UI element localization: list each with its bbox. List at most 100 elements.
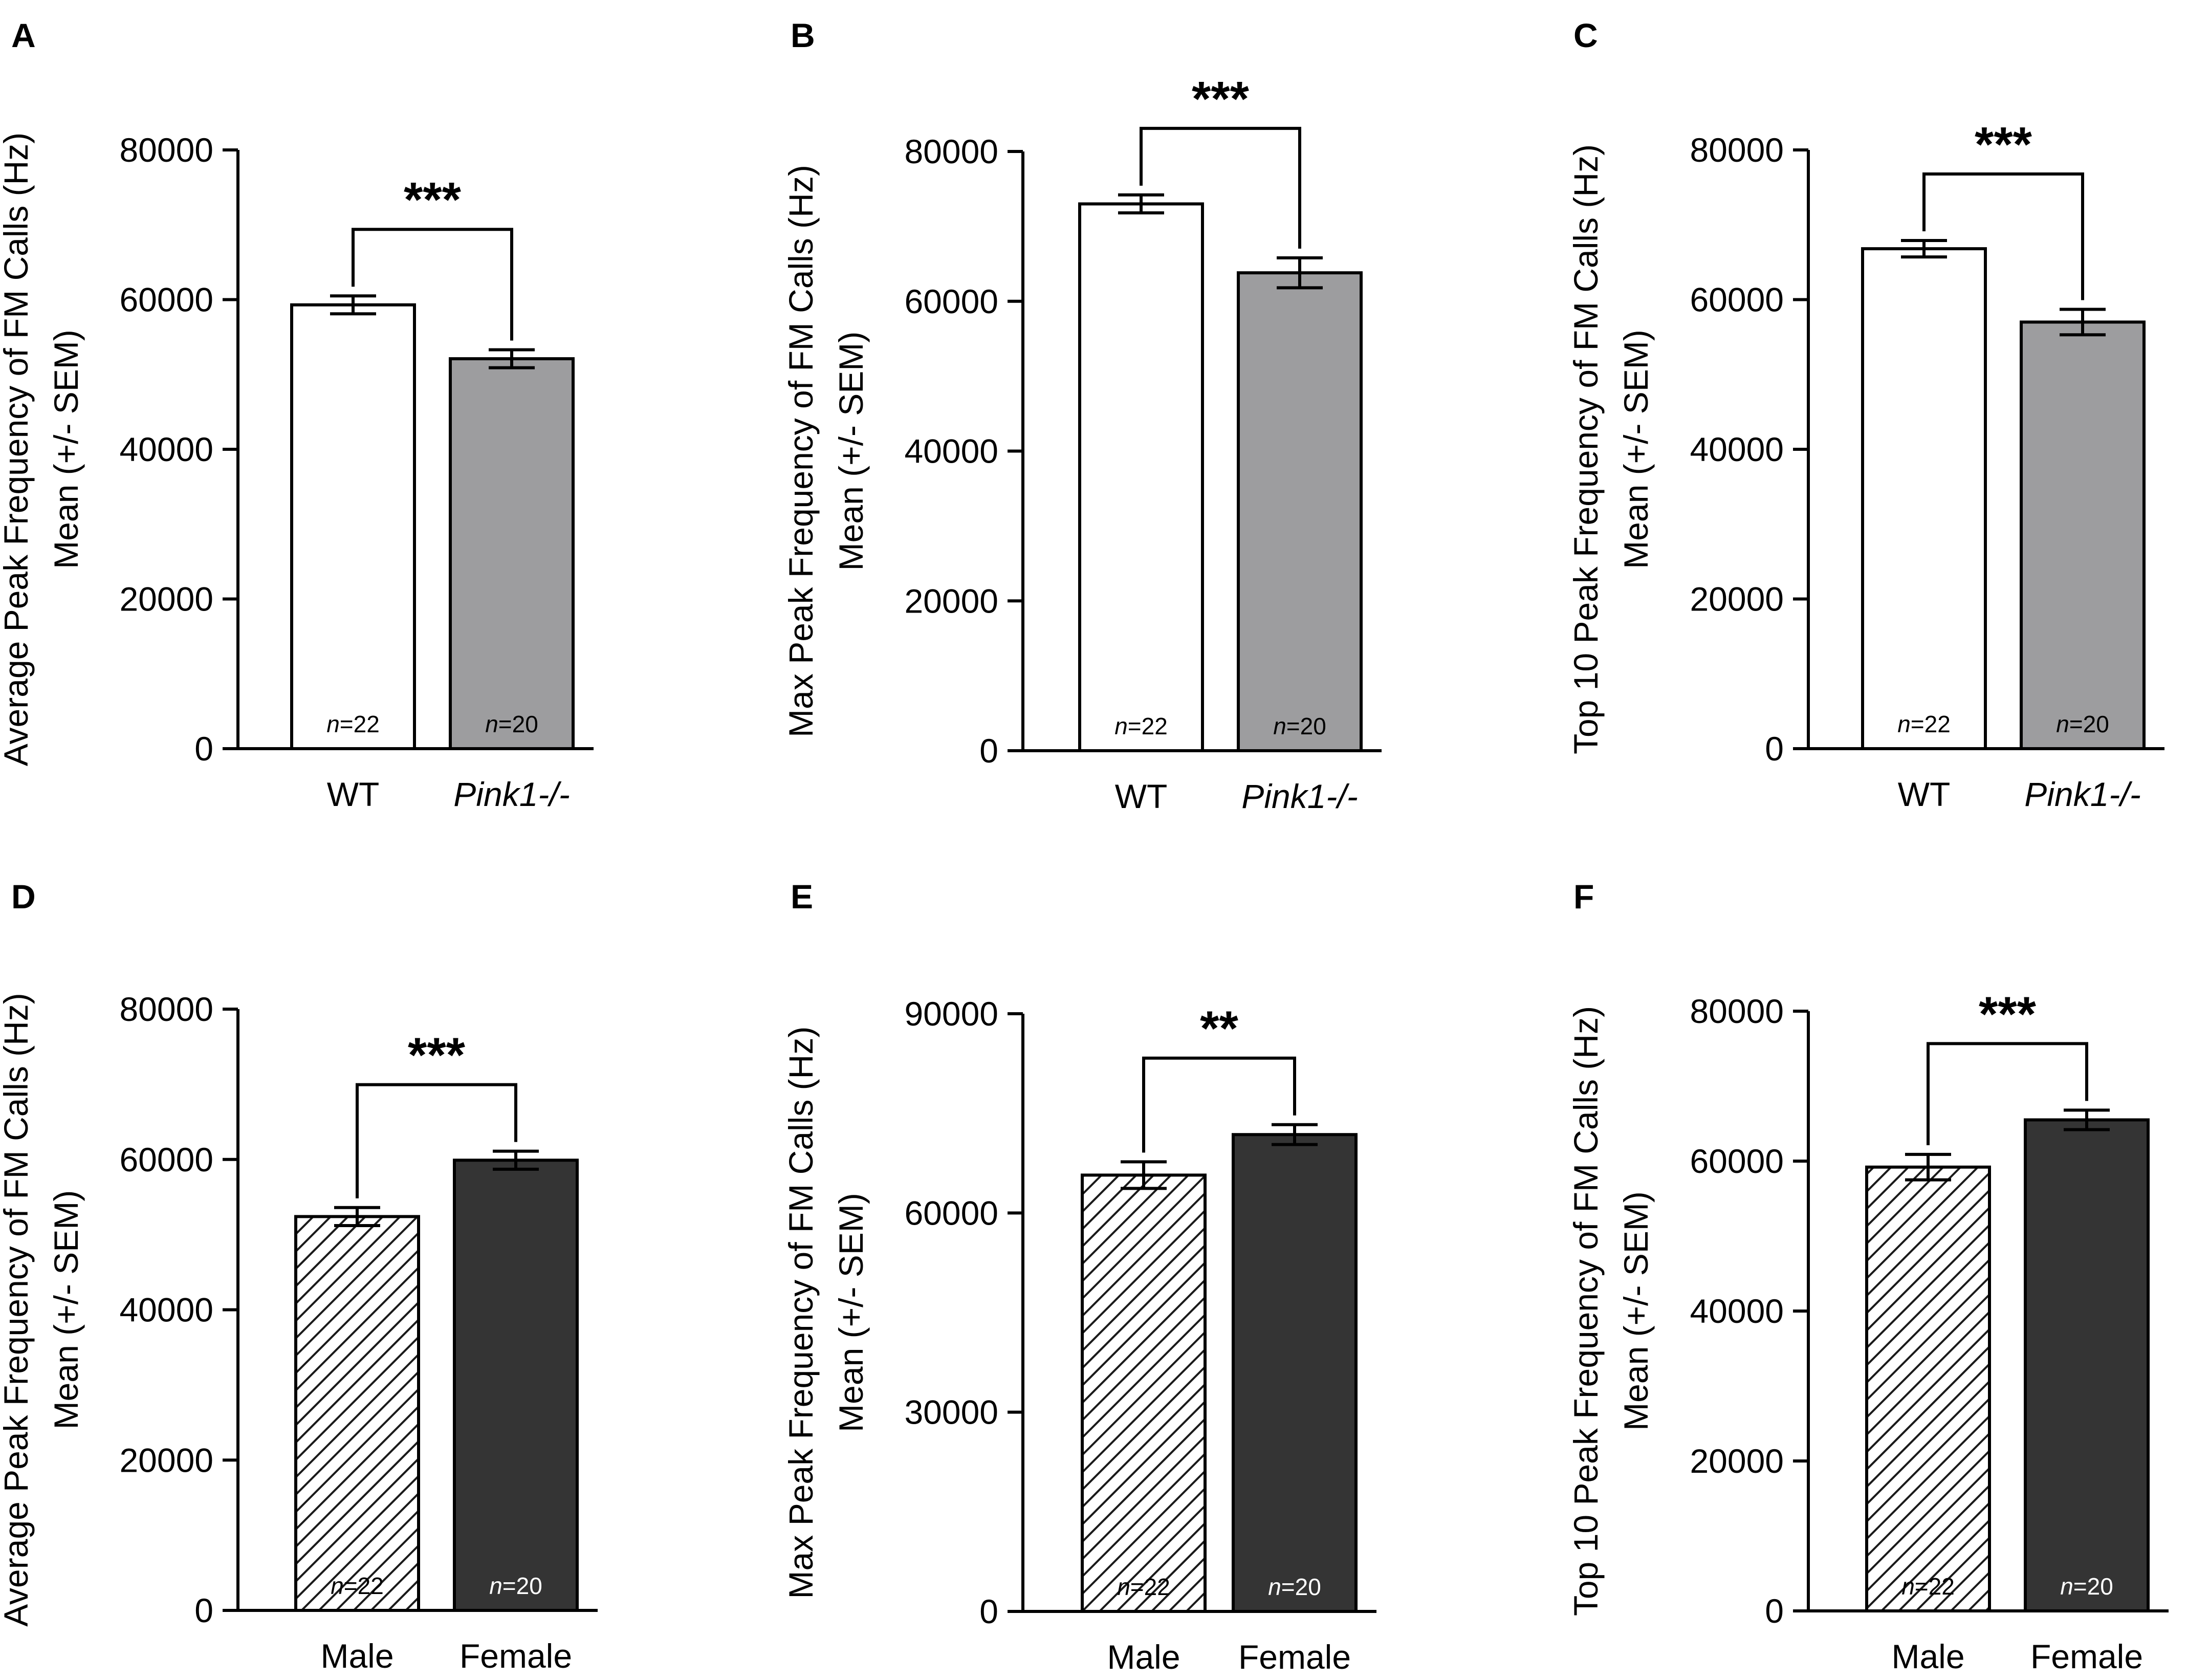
bar-wt <box>290 303 416 750</box>
bar-male <box>294 1215 420 1612</box>
x-category-label: Pink1-/- <box>453 775 570 813</box>
n-symbol: n <box>489 1573 502 1599</box>
y-tick-label: 20000 <box>1690 1442 1784 1480</box>
significance-bracket <box>1922 172 2084 300</box>
y-tick-label: 40000 <box>1690 1292 1784 1330</box>
y-tick-label: 40000 <box>1690 430 1784 468</box>
significance-bracket <box>1140 126 1301 249</box>
n-value: =20 <box>1286 713 1326 739</box>
y-tick-label: 60000 <box>904 1194 998 1232</box>
n-value: =22 <box>340 711 380 737</box>
chart-panel-d: D Average Peak Frequency of FM Calls (Hz)… <box>0 878 598 1675</box>
y-tick-label: 60000 <box>904 282 998 320</box>
x-category-label: WT <box>327 775 380 813</box>
y-tick-label: 60000 <box>1690 281 1784 319</box>
bar-female <box>453 1159 579 1612</box>
panel-letter: A <box>11 16 36 54</box>
panel-letter: B <box>791 16 815 54</box>
bar-pink1- <box>2020 320 2146 750</box>
panel-letter: E <box>791 878 813 915</box>
n-value: =20 <box>1281 1574 1321 1600</box>
n-value: =20 <box>498 711 538 737</box>
bar-male <box>1081 1173 1207 1613</box>
y-axis-title: Average Peak Frequency of FM Calls (Hz) <box>0 993 35 1627</box>
y-tick-label: 40000 <box>904 432 998 470</box>
y-axis-subtitle: Mean (+/- SEM) <box>832 1193 870 1432</box>
n-value: =22 <box>1911 711 1951 737</box>
y-tick-label: 20000 <box>119 580 213 618</box>
n-symbol: n <box>1273 713 1286 739</box>
x-category-label: WT <box>1115 777 1168 815</box>
significance-label: *** <box>1975 117 2032 172</box>
y-axis-subtitle: Mean (+/- SEM) <box>1617 330 1655 569</box>
chart-panel-b: B Max Peak Frequency of FM Calls (Hz) Mean… <box>782 16 1382 815</box>
y-axis-title: Average Peak Frequency of FM Calls (Hz) <box>0 133 35 767</box>
y-axis-title: Top 10 Peak Frequency of FM Calls (Hz) <box>1567 144 1605 754</box>
y-tick-label: 80000 <box>119 131 213 169</box>
significance-label: *** <box>1979 987 2037 1041</box>
bar-pink1- <box>449 357 575 750</box>
y-tick-label: 80000 <box>904 133 998 170</box>
n-symbol: n <box>485 711 498 737</box>
significance-label: *** <box>408 1028 466 1083</box>
y-tick-label: 0 <box>979 1592 998 1630</box>
y-axis-title: Max Peak Frequency of FM Calls (Hz) <box>782 165 820 737</box>
y-axis-subtitle: Mean (+/- SEM) <box>47 330 85 569</box>
n-label: n=22 <box>1114 713 1168 739</box>
n-value: =20 <box>2069 711 2109 737</box>
y-axis-title: Top 10 Peak Frequency of FM Calls (Hz) <box>1567 1006 1605 1616</box>
x-category-label: Male <box>1891 1638 1964 1675</box>
y-tick-label: 80000 <box>1690 992 1784 1030</box>
n-label: n=20 <box>485 711 538 737</box>
x-category-label: Female <box>2030 1638 2143 1675</box>
y-tick-label: 20000 <box>119 1441 213 1479</box>
panel-letter: C <box>1573 16 1598 54</box>
y-tick-label: 30000 <box>904 1393 998 1431</box>
n-symbol: n <box>326 711 340 737</box>
n-label: n=20 <box>1268 1574 1321 1600</box>
n-label: n=20 <box>1273 713 1326 739</box>
n-symbol: n <box>2056 711 2069 737</box>
y-tick-label: 0 <box>1765 730 1784 768</box>
y-tick-label: 80000 <box>119 990 213 1028</box>
y-axis-title: Max Peak Frequency of FM Calls (Hz) <box>782 1027 820 1599</box>
y-tick-label: 60000 <box>119 1141 213 1179</box>
x-category-label: Pink1-/- <box>1241 777 1358 815</box>
significance-label: *** <box>404 172 462 227</box>
n-label: n=20 <box>2056 711 2109 737</box>
bar-wt <box>1078 202 1204 752</box>
x-category-label: Pink1-/- <box>2024 775 2140 813</box>
n-label: n=22 <box>1897 711 1951 737</box>
bar-female <box>1232 1133 1358 1613</box>
n-symbol: n <box>331 1573 344 1599</box>
n-value: =22 <box>1128 713 1168 739</box>
n-label: n=22 <box>1901 1573 1955 1600</box>
panels-layer: A Average Peak Frequency of FM Calls (Hz)… <box>0 16 2169 1676</box>
chart-panel-e: E Max Peak Frequency of FM Calls (Hz) Mean… <box>782 878 1376 1676</box>
bar-female <box>2024 1118 2150 1613</box>
significance-label: *** <box>1192 72 1250 126</box>
n-label: n=20 <box>2060 1573 2113 1600</box>
n-symbol: n <box>1901 1573 1915 1600</box>
chart-panel-c: C Top 10 Peak Frequency of FM Calls (Hz) M… <box>1567 16 2164 813</box>
x-category-label: Male <box>1107 1638 1180 1676</box>
n-label: n=20 <box>489 1573 542 1599</box>
n-label: n=22 <box>331 1573 384 1599</box>
y-axis-subtitle: Mean (+/- SEM) <box>1617 1191 1655 1431</box>
n-symbol: n <box>1897 711 1911 737</box>
y-tick-label: 0 <box>194 1591 213 1629</box>
significance-bracket <box>1927 1042 2088 1145</box>
panel-letter: F <box>1573 878 1594 915</box>
n-value: =22 <box>1915 1573 1955 1600</box>
bar-pink1- <box>1237 271 1363 752</box>
chart-panel-a: A Average Peak Frequency of FM Calls (Hz)… <box>0 16 594 813</box>
n-symbol: n <box>1268 1574 1281 1600</box>
y-tick-label: 20000 <box>904 582 998 620</box>
n-value: =20 <box>2073 1573 2113 1600</box>
y-tick-label: 0 <box>979 732 998 770</box>
y-tick-label: 90000 <box>904 995 998 1033</box>
x-category-label: Female <box>1238 1638 1351 1676</box>
y-tick-label: 0 <box>194 730 213 768</box>
n-symbol: n <box>1114 713 1128 739</box>
